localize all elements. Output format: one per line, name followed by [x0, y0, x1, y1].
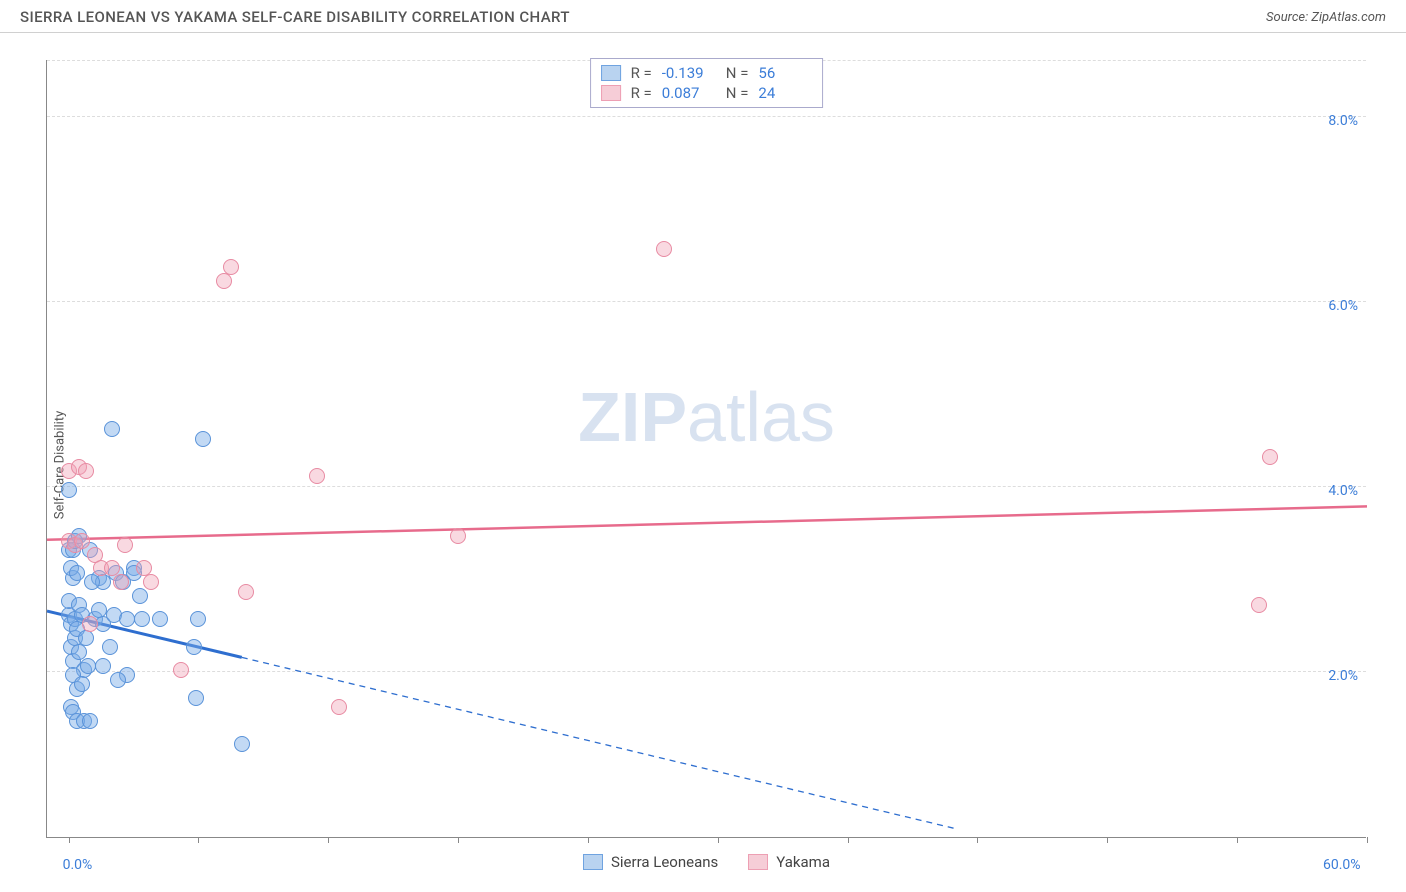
legend-r-label: R =: [631, 84, 652, 102]
data-point: [74, 676, 90, 692]
legend-r-label: R =: [631, 64, 652, 82]
data-point: [234, 736, 250, 752]
data-point: [110, 672, 126, 688]
legend-series-label: Yakama: [776, 853, 830, 871]
data-point: [143, 574, 159, 590]
data-point: [117, 537, 133, 553]
trendlines: [47, 60, 1367, 838]
data-point: [238, 584, 254, 600]
data-point: [119, 611, 135, 627]
data-point: [309, 468, 325, 484]
data-point: [1251, 597, 1267, 613]
data-point: [78, 463, 94, 479]
data-point: [134, 611, 150, 627]
legend-item: Sierra Leoneans: [583, 853, 718, 871]
data-point: [186, 639, 202, 655]
chart-title: SIERRA LEONEAN VS YAKAMA SELF-CARE DISAB…: [20, 8, 570, 26]
data-point: [173, 662, 189, 678]
legend-row: R = 0.087 N = 24: [601, 83, 813, 103]
data-point: [74, 533, 90, 549]
legend-row: R = -0.139 N = 56: [601, 63, 813, 83]
data-point: [84, 574, 100, 590]
legend-swatch: [748, 854, 768, 870]
legend-n-label: N =: [726, 84, 749, 102]
data-point: [331, 699, 347, 715]
chart-container: Self-Care Disability ZIPatlas 2.0%4.0%6.…: [0, 38, 1406, 892]
data-point: [450, 528, 466, 544]
data-point: [82, 616, 98, 632]
legend-r-value: -0.139: [662, 64, 716, 82]
data-point: [61, 482, 77, 498]
data-point: [190, 611, 206, 627]
data-point: [152, 611, 168, 627]
legend-n-value: 56: [758, 64, 812, 82]
legend-n-value: 24: [758, 84, 812, 102]
correlation-legend: R = -0.139 N = 56 R = 0.087 N = 24: [590, 58, 824, 108]
data-point: [113, 574, 129, 590]
legend-item: Yakama: [748, 853, 830, 871]
data-point: [80, 658, 96, 674]
data-point: [656, 241, 672, 257]
scatter-plot-area: ZIPatlas 2.0%4.0%6.0%8.0%0.0%60.0%R =-0.…: [46, 60, 1366, 838]
x-tick: [1367, 837, 1368, 843]
data-point: [95, 658, 111, 674]
data-point: [82, 713, 98, 729]
data-point: [102, 639, 118, 655]
data-point: [69, 565, 85, 581]
legend-swatch: [601, 85, 621, 101]
data-point: [104, 421, 120, 437]
legend-series-label: Sierra Leoneans: [611, 853, 718, 871]
data-point: [188, 690, 204, 706]
legend-swatch: [583, 854, 603, 870]
data-point: [195, 431, 211, 447]
legend-n-label: N =: [726, 64, 749, 82]
series-legend: Sierra Leoneans Yakama: [47, 853, 1366, 871]
legend-swatch: [601, 65, 621, 81]
data-point: [132, 588, 148, 604]
data-point: [1262, 449, 1278, 465]
source-attribution: Source: ZipAtlas.com: [1266, 10, 1386, 25]
legend-r-value: 0.087: [662, 84, 716, 102]
data-point: [216, 273, 232, 289]
